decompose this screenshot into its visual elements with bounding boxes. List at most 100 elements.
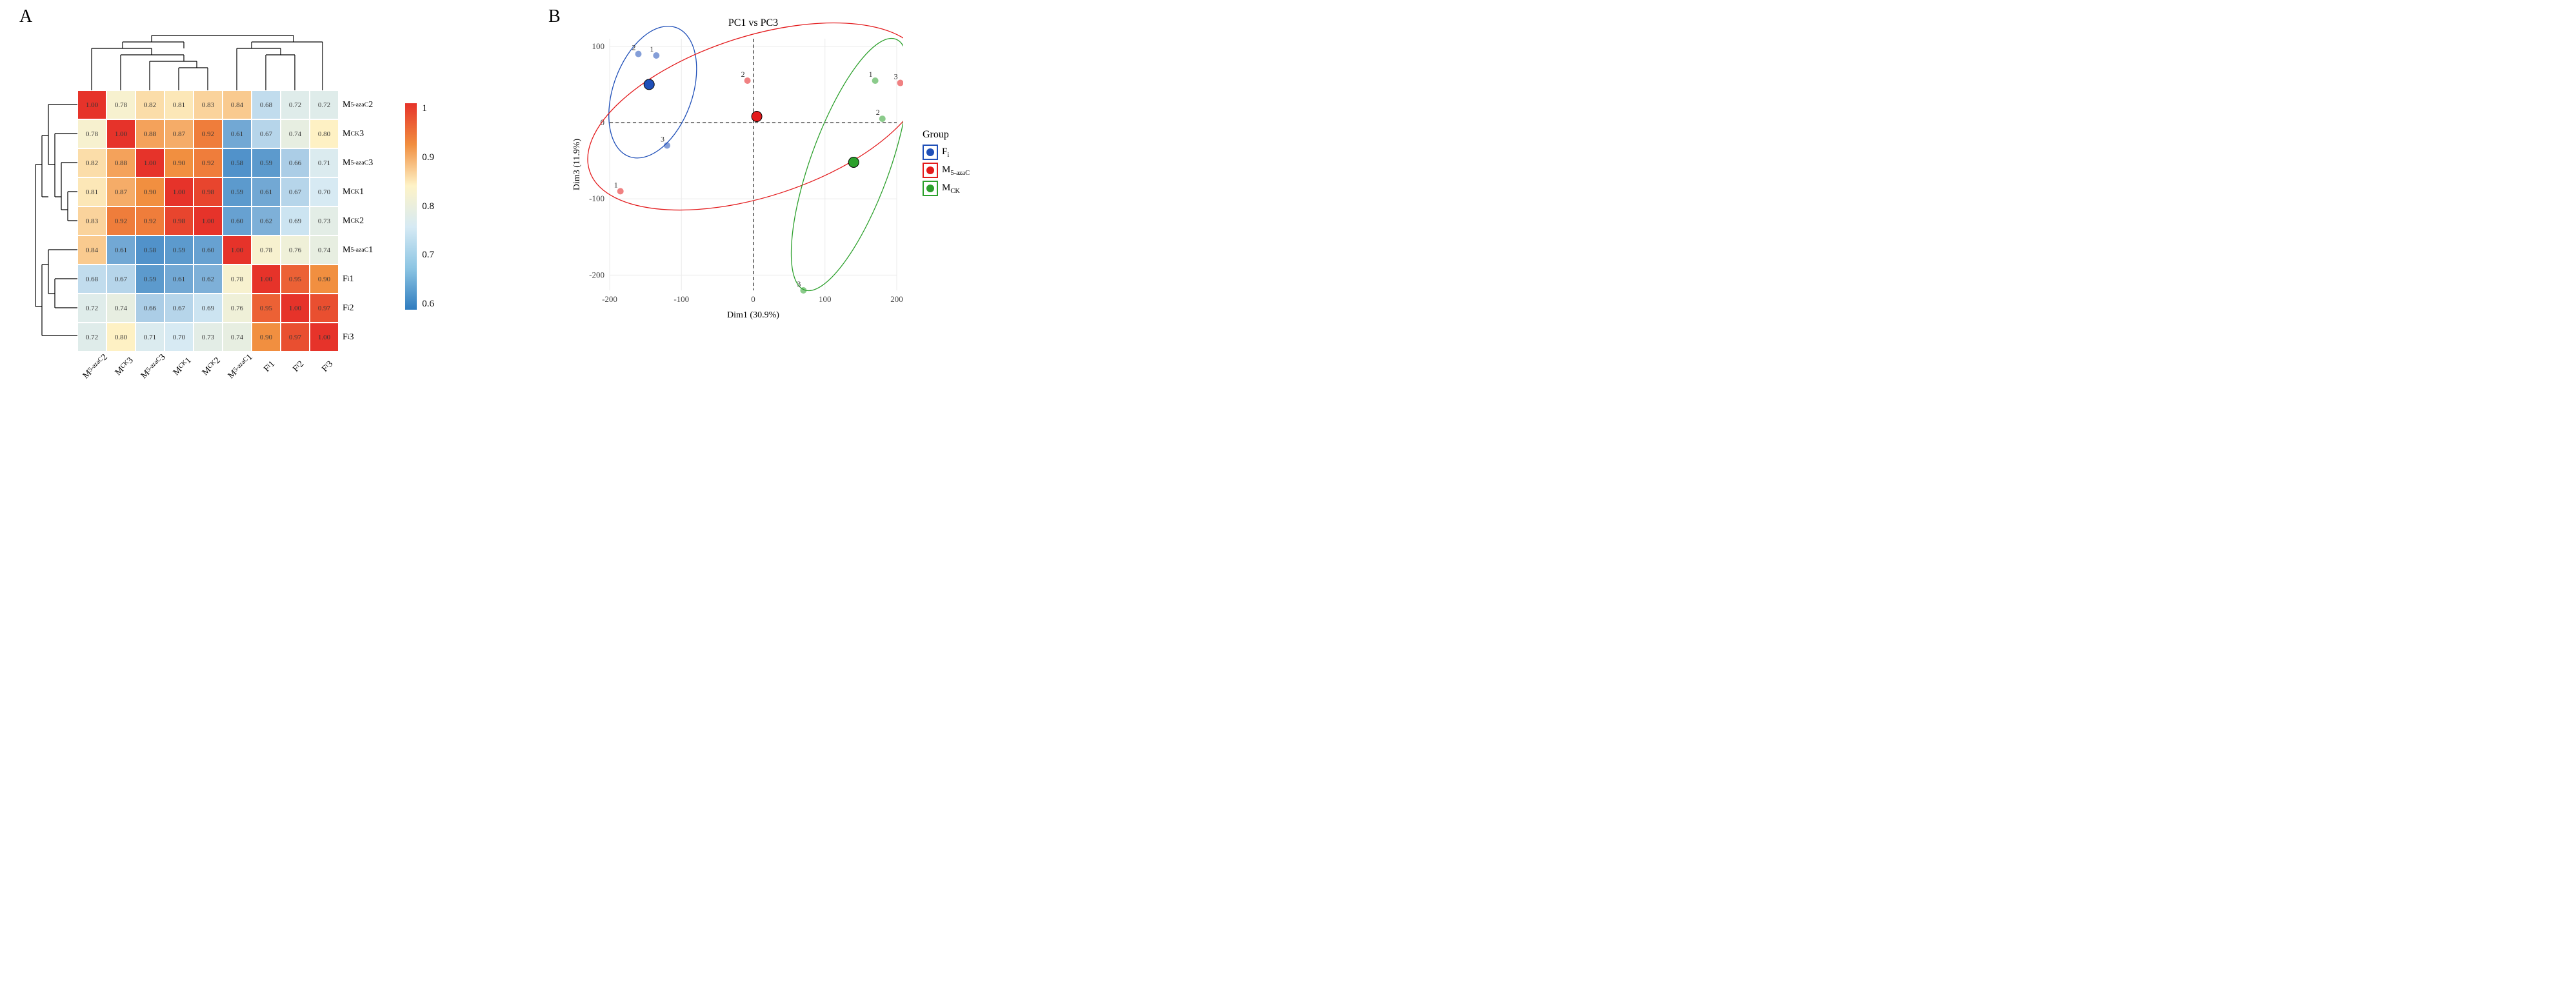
heatmap-cell: 0.60 [194, 236, 223, 265]
heatmap-cell: 0.83 [194, 90, 223, 119]
svg-text:100: 100 [592, 41, 605, 51]
colorbar-tick: 0.8 [422, 201, 434, 212]
legend-dot [926, 166, 934, 174]
row-label: MCK1 [339, 177, 373, 206]
heatmap-cell: 0.66 [135, 294, 165, 323]
dendrogram-cols [77, 32, 339, 90]
heatmap-cell: 0.72 [310, 90, 339, 119]
heatmap-cell: 0.82 [77, 148, 106, 177]
svg-text:200: 200 [890, 294, 903, 304]
heatmap-cell: 0.83 [77, 206, 106, 236]
heatmap-cell: 0.90 [165, 148, 194, 177]
heatmap-cell: 0.80 [310, 119, 339, 148]
legend-label: MCK [942, 183, 960, 195]
svg-text:2: 2 [632, 43, 636, 52]
panel-b: B -200-1000100200-200-1000100123123123PC… [542, 13, 1006, 323]
legend-dot [926, 185, 934, 192]
heatmap-cell: 0.59 [165, 236, 194, 265]
scatter-plot: -200-1000100200-200-1000100123123123PC1 … [568, 13, 903, 323]
heatmap-cell: 0.92 [194, 119, 223, 148]
legend-swatch [923, 181, 938, 196]
heatmap-cell: 0.78 [252, 236, 281, 265]
heatmap-row-labels: M5-azaC2MCK3M5-azaC3MCK1MCK2M5-azaC1Fi1F… [339, 90, 373, 352]
panel-a: A [13, 13, 503, 396]
svg-text:3: 3 [894, 72, 898, 81]
heatmap-cell: 0.87 [165, 119, 194, 148]
heatmap-cell: 0.72 [77, 294, 106, 323]
legend-item: Fi [923, 145, 970, 160]
legend-swatch [923, 145, 938, 160]
heatmap-cell: 0.73 [194, 323, 223, 352]
svg-text:3: 3 [797, 279, 801, 288]
svg-text:2: 2 [876, 108, 880, 117]
heatmap-cell: 0.87 [106, 177, 135, 206]
heatmap-cell: 1.00 [194, 206, 223, 236]
heatmap-cell: 0.92 [106, 206, 135, 236]
heatmap-cell: 0.74 [310, 236, 339, 265]
heatmap-cell: 0.59 [223, 177, 252, 206]
legend-dot [926, 148, 934, 156]
row-label: Fi2 [339, 294, 373, 323]
heatmap-column-block: 1.000.780.820.810.830.840.680.720.720.78… [77, 32, 339, 352]
colorbar-tick: 0.9 [422, 152, 434, 163]
heatmap-cell: 0.60 [223, 206, 252, 236]
heatmap-cell: 0.76 [223, 294, 252, 323]
heatmap-cell: 0.67 [165, 294, 194, 323]
heatmap-cell: 0.66 [281, 148, 310, 177]
heatmap-cell: 0.70 [310, 177, 339, 206]
legend-swatch [923, 163, 938, 178]
heatmap-cell: 0.58 [223, 148, 252, 177]
heatmap-cell: 0.81 [165, 90, 194, 119]
heatmap-cell: 0.70 [165, 323, 194, 352]
heatmap-cell: 0.73 [310, 206, 339, 236]
svg-text:3: 3 [661, 134, 664, 143]
heatmap-cell: 0.78 [106, 90, 135, 119]
heatmap-cell: 0.88 [106, 148, 135, 177]
row-label: MCK2 [339, 206, 373, 236]
heatmap-cell: 0.98 [194, 177, 223, 206]
dendrogram-rows [32, 90, 77, 352]
svg-text:Dim3 (11.9%): Dim3 (11.9%) [572, 138, 582, 190]
panel-a-label: A [19, 6, 32, 27]
colorbar-ticks: 1 0.9 0.8 0.7 0.6 [422, 103, 434, 310]
heatmap-cell: 0.81 [77, 177, 106, 206]
colorbar-tick: 0.6 [422, 299, 434, 310]
svg-text:-100: -100 [589, 194, 604, 203]
heatmap-cell: 1.00 [281, 294, 310, 323]
heatmap-cell: 0.74 [223, 323, 252, 352]
heatmap-cell: 0.88 [135, 119, 165, 148]
heatmap-cell: 1.00 [252, 265, 281, 294]
heatmap-wrapper: 1.000.780.820.810.830.840.680.720.720.78… [32, 32, 503, 352]
heatmap-cell: 0.71 [135, 323, 165, 352]
row-label: Fi1 [339, 265, 373, 294]
heatmap-cell: 0.74 [106, 294, 135, 323]
scatter-legend: Group FiM5-azaCMCK [923, 129, 970, 323]
heatmap-cell: 1.00 [165, 177, 194, 206]
heatmap-cell: 0.61 [165, 265, 194, 294]
svg-text:1: 1 [650, 45, 654, 54]
colorbar: 1 0.9 0.8 0.7 0.6 [405, 103, 434, 310]
svg-text:-100: -100 [674, 294, 689, 304]
heatmap-cell: 1.00 [135, 148, 165, 177]
heatmap-cell: 0.61 [252, 177, 281, 206]
heatmap-cell: 0.59 [135, 265, 165, 294]
heatmap-cell: 0.76 [281, 236, 310, 265]
heatmap-cell: 0.84 [223, 90, 252, 119]
row-label: Fi3 [339, 323, 373, 352]
heatmap-cell: 1.00 [223, 236, 252, 265]
heatmap-cell: 0.90 [310, 265, 339, 294]
svg-text:1: 1 [869, 70, 873, 79]
svg-text:0: 0 [751, 294, 755, 304]
heatmap-cell: 0.69 [281, 206, 310, 236]
heatmap-cell: 0.58 [135, 236, 165, 265]
heatmap-cell: 0.67 [106, 265, 135, 294]
legend-label: M5-azaC [942, 165, 970, 177]
colorbar-tick: 0.7 [422, 250, 434, 261]
heatmap-cell: 0.80 [106, 323, 135, 352]
heatmap-cell: 0.90 [135, 177, 165, 206]
svg-text:2: 2 [741, 70, 745, 79]
svg-text:PC1 vs PC3: PC1 vs PC3 [728, 17, 778, 28]
svg-text:100: 100 [819, 294, 832, 304]
heatmap-cell: 0.97 [310, 294, 339, 323]
heatmap-cell: 0.92 [194, 148, 223, 177]
